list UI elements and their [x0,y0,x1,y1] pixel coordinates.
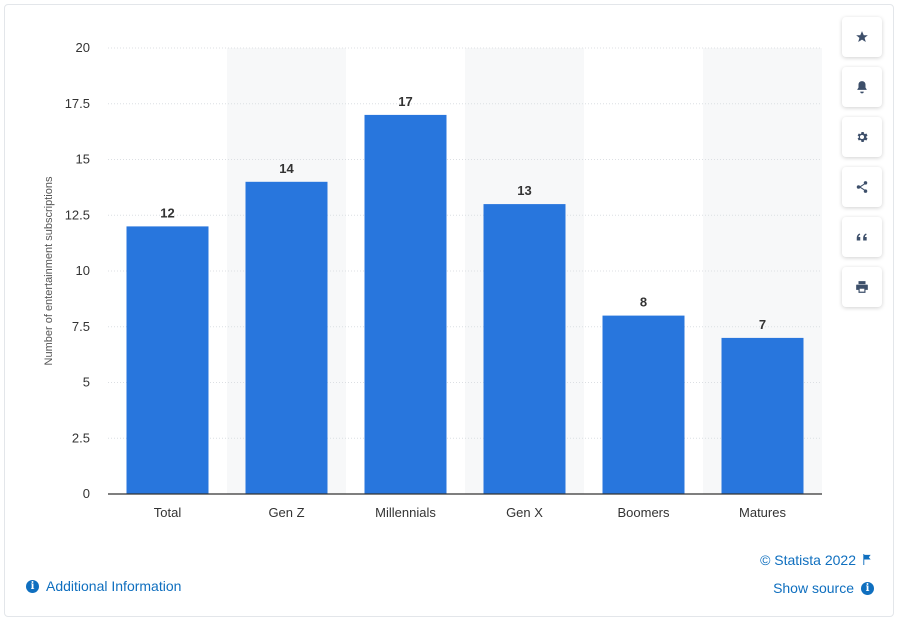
y-tick-label: 20 [76,40,90,55]
bar-total [126,226,209,494]
cite-button[interactable] [842,217,882,257]
info-icon: i [26,579,39,593]
bar-gen-z [245,181,328,495]
toolbar [842,17,882,317]
x-tick-label: Millennials [375,505,436,520]
y-tick-label: 10 [76,263,90,278]
y-tick-label: 12.5 [65,207,90,222]
data-label: 13 [517,183,531,198]
notification-button[interactable] [842,67,882,107]
additional-information-label: Additional Information [46,578,182,594]
bell-icon [857,81,867,94]
print-icon [856,281,868,293]
bar-chart: 0 2.5 5 7.5 10 12.5 15 17.5 20 Number of entertai… [43,40,822,520]
show-source-label: Show source [773,580,854,596]
x-tick-label: Gen Z [268,505,304,520]
data-label: 7 [759,317,766,332]
x-tick-label: Gen X [506,505,543,520]
data-label: 17 [398,94,412,109]
flag-icon[interactable] [862,552,872,568]
x-tick-label: Matures [739,505,786,520]
data-label: 8 [640,295,647,310]
settings-button[interactable] [842,117,882,157]
print-button[interactable] [842,267,882,307]
quote-icon [856,233,867,241]
credit-text[interactable]: © Statista 2022 [760,552,856,568]
bar-matures [721,337,804,494]
additional-information-link[interactable]: i Additional Information [26,578,181,594]
x-tick-label: Boomers [617,505,670,520]
y-tick-label: 17.5 [65,96,90,111]
show-source-link[interactable]: Show source i [773,580,874,596]
y-tick-label: 2.5 [72,430,90,445]
statista-credit[interactable]: © Statista 2022 [760,552,872,568]
bar-millennials [364,114,447,495]
y-tick-label: 7.5 [72,319,90,334]
gear-icon [857,131,868,143]
favorite-button[interactable] [842,17,882,57]
y-tick-label: 5 [83,375,90,390]
bar-boomers [602,315,685,494]
star-icon [856,31,868,42]
x-tick-label: Total [154,505,182,520]
share-icon [856,181,868,193]
info-icon: i [861,581,874,595]
y-axis-label: Number of entertainment subscriptions [43,176,55,365]
y-tick-label: 0 [83,486,90,501]
y-tick-label: 15 [76,152,90,167]
bar-gen-x [483,204,566,494]
data-label: 12 [160,205,174,220]
data-label: 14 [279,161,294,176]
share-button[interactable] [842,167,882,207]
